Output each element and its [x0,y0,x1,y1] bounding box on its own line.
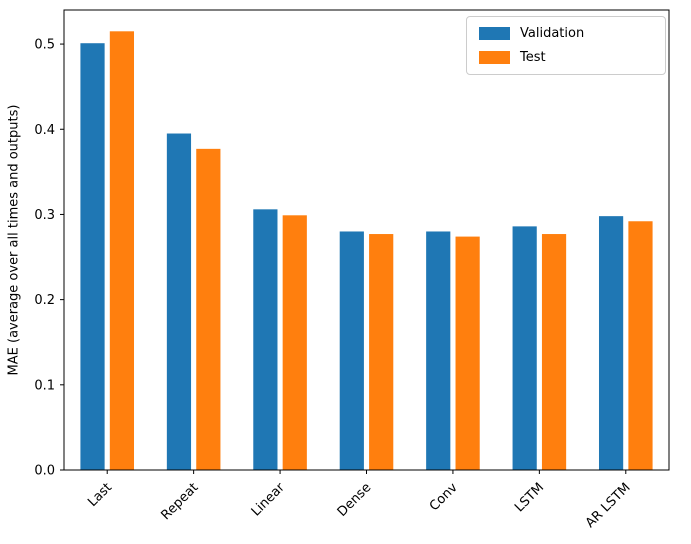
x-tick-label: Dense [335,480,375,520]
bar-test-repeat [196,148,221,470]
x-tick-label: Conv [427,480,461,514]
x-tick-label: Repeat [159,480,202,523]
bar-validation-ar-lstm [598,216,624,470]
validation-color-swatch [479,27,510,40]
bar-validation-linear [253,209,278,470]
bar-test-ar-lstm [628,221,653,470]
bar-validation-last [80,43,105,470]
bar-validation-dense [339,231,364,470]
y-tick-label: 0.3 [34,208,55,223]
legend-label-validation: Validation [520,26,585,41]
bar-test-linear [282,215,307,470]
bar-test-dense [369,234,394,470]
legend-item-validation: Validation [479,26,653,41]
bar-test-lstm [541,234,567,470]
x-tick-label: Last [85,480,115,510]
x-tick-label: Linear [249,480,289,520]
x-tick-label: LSTM [512,480,547,515]
bar-test-conv [455,236,480,470]
y-tick-label: 0.5 [34,38,55,53]
y-axis-label: MAE (average over all times and outputs) [6,104,22,376]
y-tick-label: 0.2 [34,293,55,308]
axes-spines [63,9,670,471]
bar-validation-lstm [512,226,537,470]
bar-test-last [109,31,135,471]
y-tick-label: 0.0 [34,464,55,479]
y-tick-label: 0.4 [34,123,55,138]
legend-label-test: Test [520,50,546,65]
y-tick-label: 0.1 [34,378,55,393]
x-tick-label: AR LSTM [583,480,634,531]
legend: Validation Test [466,16,666,75]
test-color-swatch [479,51,510,64]
bar-validation-repeat [166,133,192,470]
bar-validation-conv [426,231,451,470]
legend-item-test: Test [479,50,653,65]
